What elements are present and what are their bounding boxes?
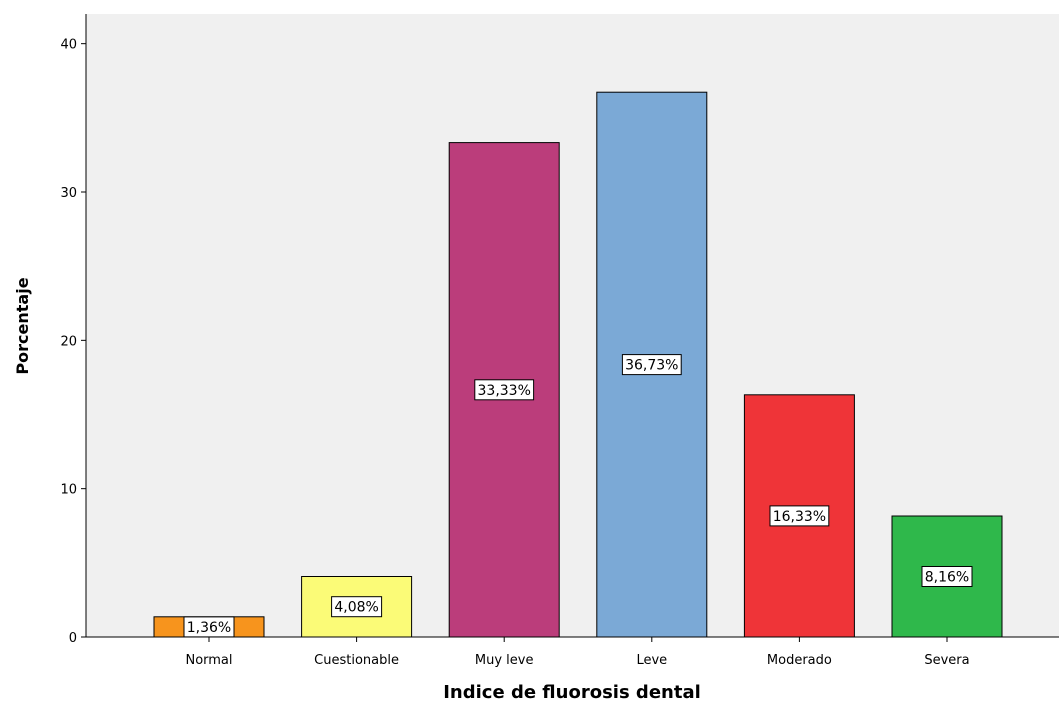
y-tick-label: 30 <box>60 186 77 201</box>
data-label: 36,73% <box>625 358 678 374</box>
y-tick-label: 0 <box>69 631 77 646</box>
data-label: 16,33% <box>773 509 826 525</box>
data-label-box <box>621 354 682 376</box>
data-labels: 1,36% 4,08% 33,33% 36,73% 16,33% 8,16% <box>183 354 973 638</box>
x-tick-label: Normal <box>185 653 232 668</box>
x-tick-label: Moderado <box>767 653 832 668</box>
x-tick-label: Cuestionable <box>314 653 399 668</box>
x-tick-label: Muy leve <box>475 653 534 668</box>
data-label-box <box>921 566 973 587</box>
y-axis-ticks: 0 10 20 30 40 <box>60 38 86 646</box>
y-tick-label: 10 <box>60 483 77 498</box>
data-label-box <box>769 505 830 527</box>
y-tick-label: 40 <box>60 38 77 53</box>
y-tick-label: 20 <box>60 334 77 349</box>
bars <box>153 91 1003 638</box>
data-label: 1,36% <box>187 620 231 636</box>
data-label-box <box>474 379 535 401</box>
data-label: 4,08% <box>334 600 378 616</box>
data-label: 8,16% <box>925 570 969 586</box>
x-tick-label: Severa <box>924 653 969 668</box>
data-label: 33,33% <box>478 383 531 399</box>
x-axis-title: Indice de fluorosis dental <box>443 682 701 703</box>
data-label-box <box>331 596 383 618</box>
x-axis-ticks: Normal Cuestionable Muy leve Leve Moderado Se… <box>185 637 970 668</box>
y-axis-title: Porcentaje <box>13 277 32 374</box>
x-tick-label: Leve <box>636 653 667 668</box>
